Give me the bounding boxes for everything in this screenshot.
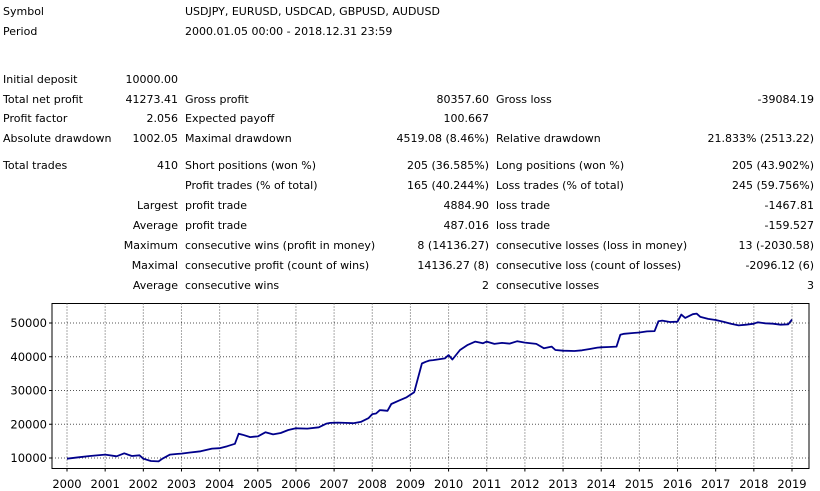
x-tick-label: 2018 xyxy=(739,477,768,491)
total-trades-value: 410 xyxy=(157,159,178,172)
average-loss-value: -159.527 xyxy=(764,219,814,232)
expected-payoff-label: Expected payoff xyxy=(185,112,275,125)
plot-frame xyxy=(51,303,810,469)
period-value: 2000.01.05 00:00 - 2018.12.31 23:59 xyxy=(185,25,393,38)
x-tick-label: 2006 xyxy=(281,477,310,491)
expected-payoff-value: 100.667 xyxy=(443,112,490,125)
maximal-consecutive-loss-value: -2096.12 (6) xyxy=(745,259,814,272)
profit-trades-label: Profit trades (% of total) xyxy=(185,179,318,192)
x-tick-label: 2016 xyxy=(663,477,692,491)
symbol-label: Symbol xyxy=(3,5,44,18)
short-positions-label: Short positions (won %) xyxy=(185,159,317,172)
x-tick-label: 2004 xyxy=(205,477,234,491)
average-profit-value: 487.016 xyxy=(443,219,490,232)
x-tick-label: 2014 xyxy=(587,477,616,491)
absolute-drawdown-value: 1002.05 xyxy=(132,132,179,145)
gross-profit-label: Gross profit xyxy=(185,93,249,106)
x-tick-label: 2003 xyxy=(167,477,196,491)
profit-trades-value: 165 (40.244%) xyxy=(406,179,489,192)
max-consecutive-losses-value: 13 (-2030.58) xyxy=(738,239,814,252)
y-tick-label: 40000 xyxy=(10,350,47,364)
gross-profit-value: 80357.60 xyxy=(436,93,490,106)
absolute-drawdown-label: Absolute drawdown xyxy=(3,132,112,145)
x-tick-label: 2010 xyxy=(434,477,463,491)
largest-loss-value: -1467.81 xyxy=(764,199,814,212)
gross-loss-label: Gross loss xyxy=(496,93,552,106)
maximal-consecutive-loss-label: consecutive loss (count of losses) xyxy=(496,259,682,272)
y-tick-label: 20000 xyxy=(10,417,47,431)
max-consecutive-wins-label: consecutive wins (profit in money) xyxy=(185,239,376,252)
short-positions-value: 205 (36.585%) xyxy=(406,159,489,172)
max-consecutive-losses-label: consecutive losses (loss in money) xyxy=(496,239,688,252)
tick-labels: 2000 2001 2002 2003 2004 2005 2006 2007 2008 2009… xyxy=(10,316,806,491)
series-layer xyxy=(66,312,793,463)
x-tick-label: 2008 xyxy=(358,477,387,491)
total-trades-label: Total trades xyxy=(3,159,68,172)
x-tick-label: 2019 xyxy=(777,477,806,491)
symbol-value: USDJPY, EURUSD, USDCAD, GBPUSD, AUDUSD xyxy=(185,5,440,18)
loss-trades-label: Loss trades (% of total) xyxy=(496,179,624,192)
x-tick-label: 2013 xyxy=(548,477,577,491)
grid xyxy=(52,303,809,469)
average-consecutive-label: Average xyxy=(132,279,178,292)
total-net-profit-value: 41273.41 xyxy=(125,93,179,106)
report-summary: Symbol USDJPY, EURUSD, USDCAD, GBPUSD, A… xyxy=(3,5,814,292)
long-positions-label: Long positions (won %) xyxy=(496,159,625,172)
average-trade-label: Average xyxy=(132,219,178,232)
maximal-consecutive-label: Maximal xyxy=(131,259,178,272)
avg-consecutive-losses-value: 3 xyxy=(807,279,814,292)
average-loss-label: loss trade xyxy=(496,219,551,232)
largest-profit-value: 4884.90 xyxy=(443,199,490,212)
initial-deposit-value: 10000.00 xyxy=(125,73,179,86)
x-tick-label: 2015 xyxy=(625,477,654,491)
maximal-consecutive-profit-value: 14136.27 (8) xyxy=(417,259,489,272)
y-tick-label: 10000 xyxy=(10,451,47,465)
y-tick-label: 50000 xyxy=(10,316,47,330)
x-tick-label: 2007 xyxy=(319,477,348,491)
relative-drawdown-label: Relative drawdown xyxy=(496,132,601,145)
loss-trades-value: 245 (59.756%) xyxy=(731,179,814,192)
maximal-drawdown-label: Maximal drawdown xyxy=(185,132,292,145)
max-consecutive-wins-value: 8 (14136.27) xyxy=(417,239,489,252)
avg-consecutive-wins-value: 2 xyxy=(482,279,489,292)
x-tick-label: 2000 xyxy=(52,477,81,491)
average-profit-label: profit trade xyxy=(185,219,248,232)
profit-factor-label: Profit factor xyxy=(3,112,68,125)
maximum-consecutive-label: Maximum xyxy=(123,239,178,252)
y-tick-label: 30000 xyxy=(10,384,47,398)
avg-consecutive-losses-label: consecutive losses xyxy=(496,279,600,292)
gross-loss-value: -39084.19 xyxy=(757,93,814,106)
initial-deposit-label: Initial deposit xyxy=(3,73,78,86)
x-tick-label: 2012 xyxy=(510,477,539,491)
largest-profit-label: profit trade xyxy=(185,199,248,212)
largest-label: Largest xyxy=(137,199,178,212)
long-positions-value: 205 (43.902%) xyxy=(731,159,814,172)
x-tick-label: 2011 xyxy=(472,477,501,491)
x-tick-label: 2002 xyxy=(129,477,158,491)
period-label: Period xyxy=(3,25,38,38)
avg-consecutive-wins-label: consecutive wins xyxy=(185,279,280,292)
balance-line xyxy=(66,312,793,463)
profit-factor-value: 2.056 xyxy=(146,112,179,125)
maximal-consecutive-profit-label: consecutive profit (count of wins) xyxy=(185,259,370,272)
x-tick-label: 2005 xyxy=(243,477,272,491)
x-tick-label: 2009 xyxy=(396,477,425,491)
largest-loss-label: loss trade xyxy=(496,199,551,212)
relative-drawdown-value: 21.833% (2513.22) xyxy=(707,132,814,145)
x-tick-label: 2001 xyxy=(91,477,120,491)
maximal-drawdown-value: 4519.08 (8.46%) xyxy=(396,132,489,145)
x-tick-label: 2017 xyxy=(701,477,730,491)
total-net-profit-label: Total net profit xyxy=(3,93,83,106)
balance-chart: 2000 2001 2002 2003 2004 2005 2006 2007 2008 2009… xyxy=(0,296,820,491)
balance-chart-svg: 2000 2001 2002 2003 2004 2005 2006 2007 2008 2009… xyxy=(10,303,810,491)
